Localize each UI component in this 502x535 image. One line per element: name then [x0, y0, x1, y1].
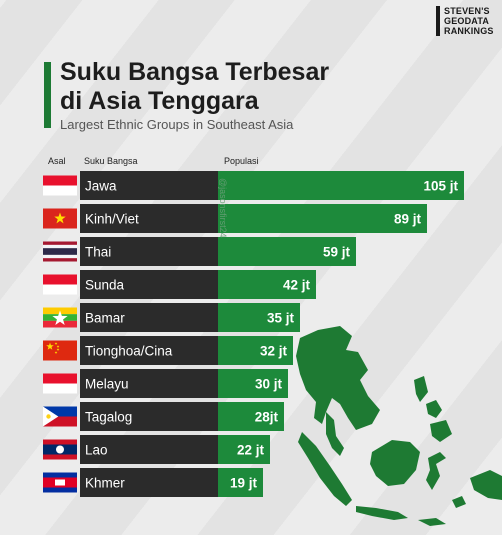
bar: [218, 237, 356, 266]
category-label: Jawa: [85, 179, 117, 194]
value-label: 19 jt: [230, 476, 258, 491]
row-label-background: [80, 303, 218, 332]
value-label: 30 jt: [255, 377, 283, 392]
column-header-population: Populasi: [224, 156, 259, 166]
brand-logo: STEVEN'S GEODATA RANKINGS: [436, 6, 494, 36]
row-label-background: [80, 237, 218, 266]
flag-indonesia-icon: [43, 274, 77, 295]
title-line-1: Suku Bangsa Terbesar: [60, 58, 330, 86]
column-header-group: Suku Bangsa: [84, 156, 138, 166]
bar: [218, 369, 288, 398]
category-label: Melayu: [85, 377, 129, 392]
category-label: Kinh/Viet: [85, 212, 139, 227]
bar-row: Khmer 19 jt: [43, 468, 263, 497]
category-label: Lao: [85, 443, 108, 458]
row-label-background: [80, 270, 218, 299]
bar: [218, 204, 427, 233]
bar: [218, 435, 270, 464]
row-label-background: [80, 369, 218, 398]
row-label-background: [80, 468, 218, 497]
column-header-origin: Asal: [48, 156, 66, 166]
title-line-2: di Asia Tenggara: [60, 87, 259, 115]
value-label: 28jt: [255, 410, 279, 425]
row-label-background: [80, 435, 218, 464]
flag-indonesia-icon: [43, 175, 77, 196]
bar-row: Tionghoa/Cina 32 jt: [43, 336, 293, 365]
value-label: 89 jt: [394, 212, 422, 227]
page-title: Suku Bangsa Terbesar di Asia Tenggara: [60, 58, 329, 116]
bar-row: Kinh/Viet 89 jt: [43, 204, 427, 233]
value-label: 59 jt: [323, 245, 351, 260]
value-label: 32 jt: [260, 344, 288, 359]
bar-row: Lao 22 jt: [43, 435, 270, 464]
watermark: @jasonsfirst24: [218, 178, 228, 238]
flag-laos-icon: [43, 439, 77, 460]
bar-row: Jawa 105 jt: [43, 171, 464, 200]
flag-vietnam-icon: [43, 208, 77, 229]
value-label: 42 jt: [283, 278, 311, 293]
row-label-background: [80, 171, 218, 200]
page-subtitle: Largest Ethnic Groups in Southeast Asia: [60, 117, 294, 132]
bar-row: Tagalog 28jt: [43, 402, 284, 431]
row-label-background: [80, 336, 218, 365]
value-label: 105 jt: [423, 179, 458, 194]
bar: [218, 468, 263, 497]
title-accent-bar: [44, 62, 51, 128]
brand-line: STEVEN'S: [444, 6, 490, 16]
flag-philippines-icon: [43, 406, 77, 427]
flag-cambodia-icon: [43, 472, 77, 493]
category-label: Bamar: [85, 311, 125, 326]
row-label-background: [80, 204, 218, 233]
flag-thailand-icon: [43, 241, 77, 262]
value-label: 35 jt: [267, 311, 295, 326]
bar-row: Bamar 35 jt: [43, 303, 300, 332]
bar: [218, 336, 293, 365]
category-label: Khmer: [85, 476, 125, 491]
bar: [218, 171, 464, 200]
row-label-background: [80, 402, 218, 431]
flag-china-icon: [43, 340, 77, 361]
brand-line: GEODATA: [444, 16, 490, 26]
bar: [218, 303, 300, 332]
category-label: Thai: [85, 245, 111, 260]
category-label: Tionghoa/Cina: [85, 344, 173, 359]
bar-row: Sunda 42 jt: [43, 270, 316, 299]
category-label: Tagalog: [85, 410, 132, 425]
flag-indonesia-icon: [43, 373, 77, 394]
brand-line: RANKINGS: [444, 26, 494, 36]
category-label: Sunda: [85, 278, 125, 293]
bar: [218, 402, 284, 431]
value-label: 22 jt: [237, 443, 265, 458]
flag-myanmar-icon: [43, 307, 77, 328]
bar-row: Thai 59 jt: [43, 237, 356, 266]
bar: [218, 270, 316, 299]
bar-row: Melayu 30 jt: [43, 369, 288, 398]
